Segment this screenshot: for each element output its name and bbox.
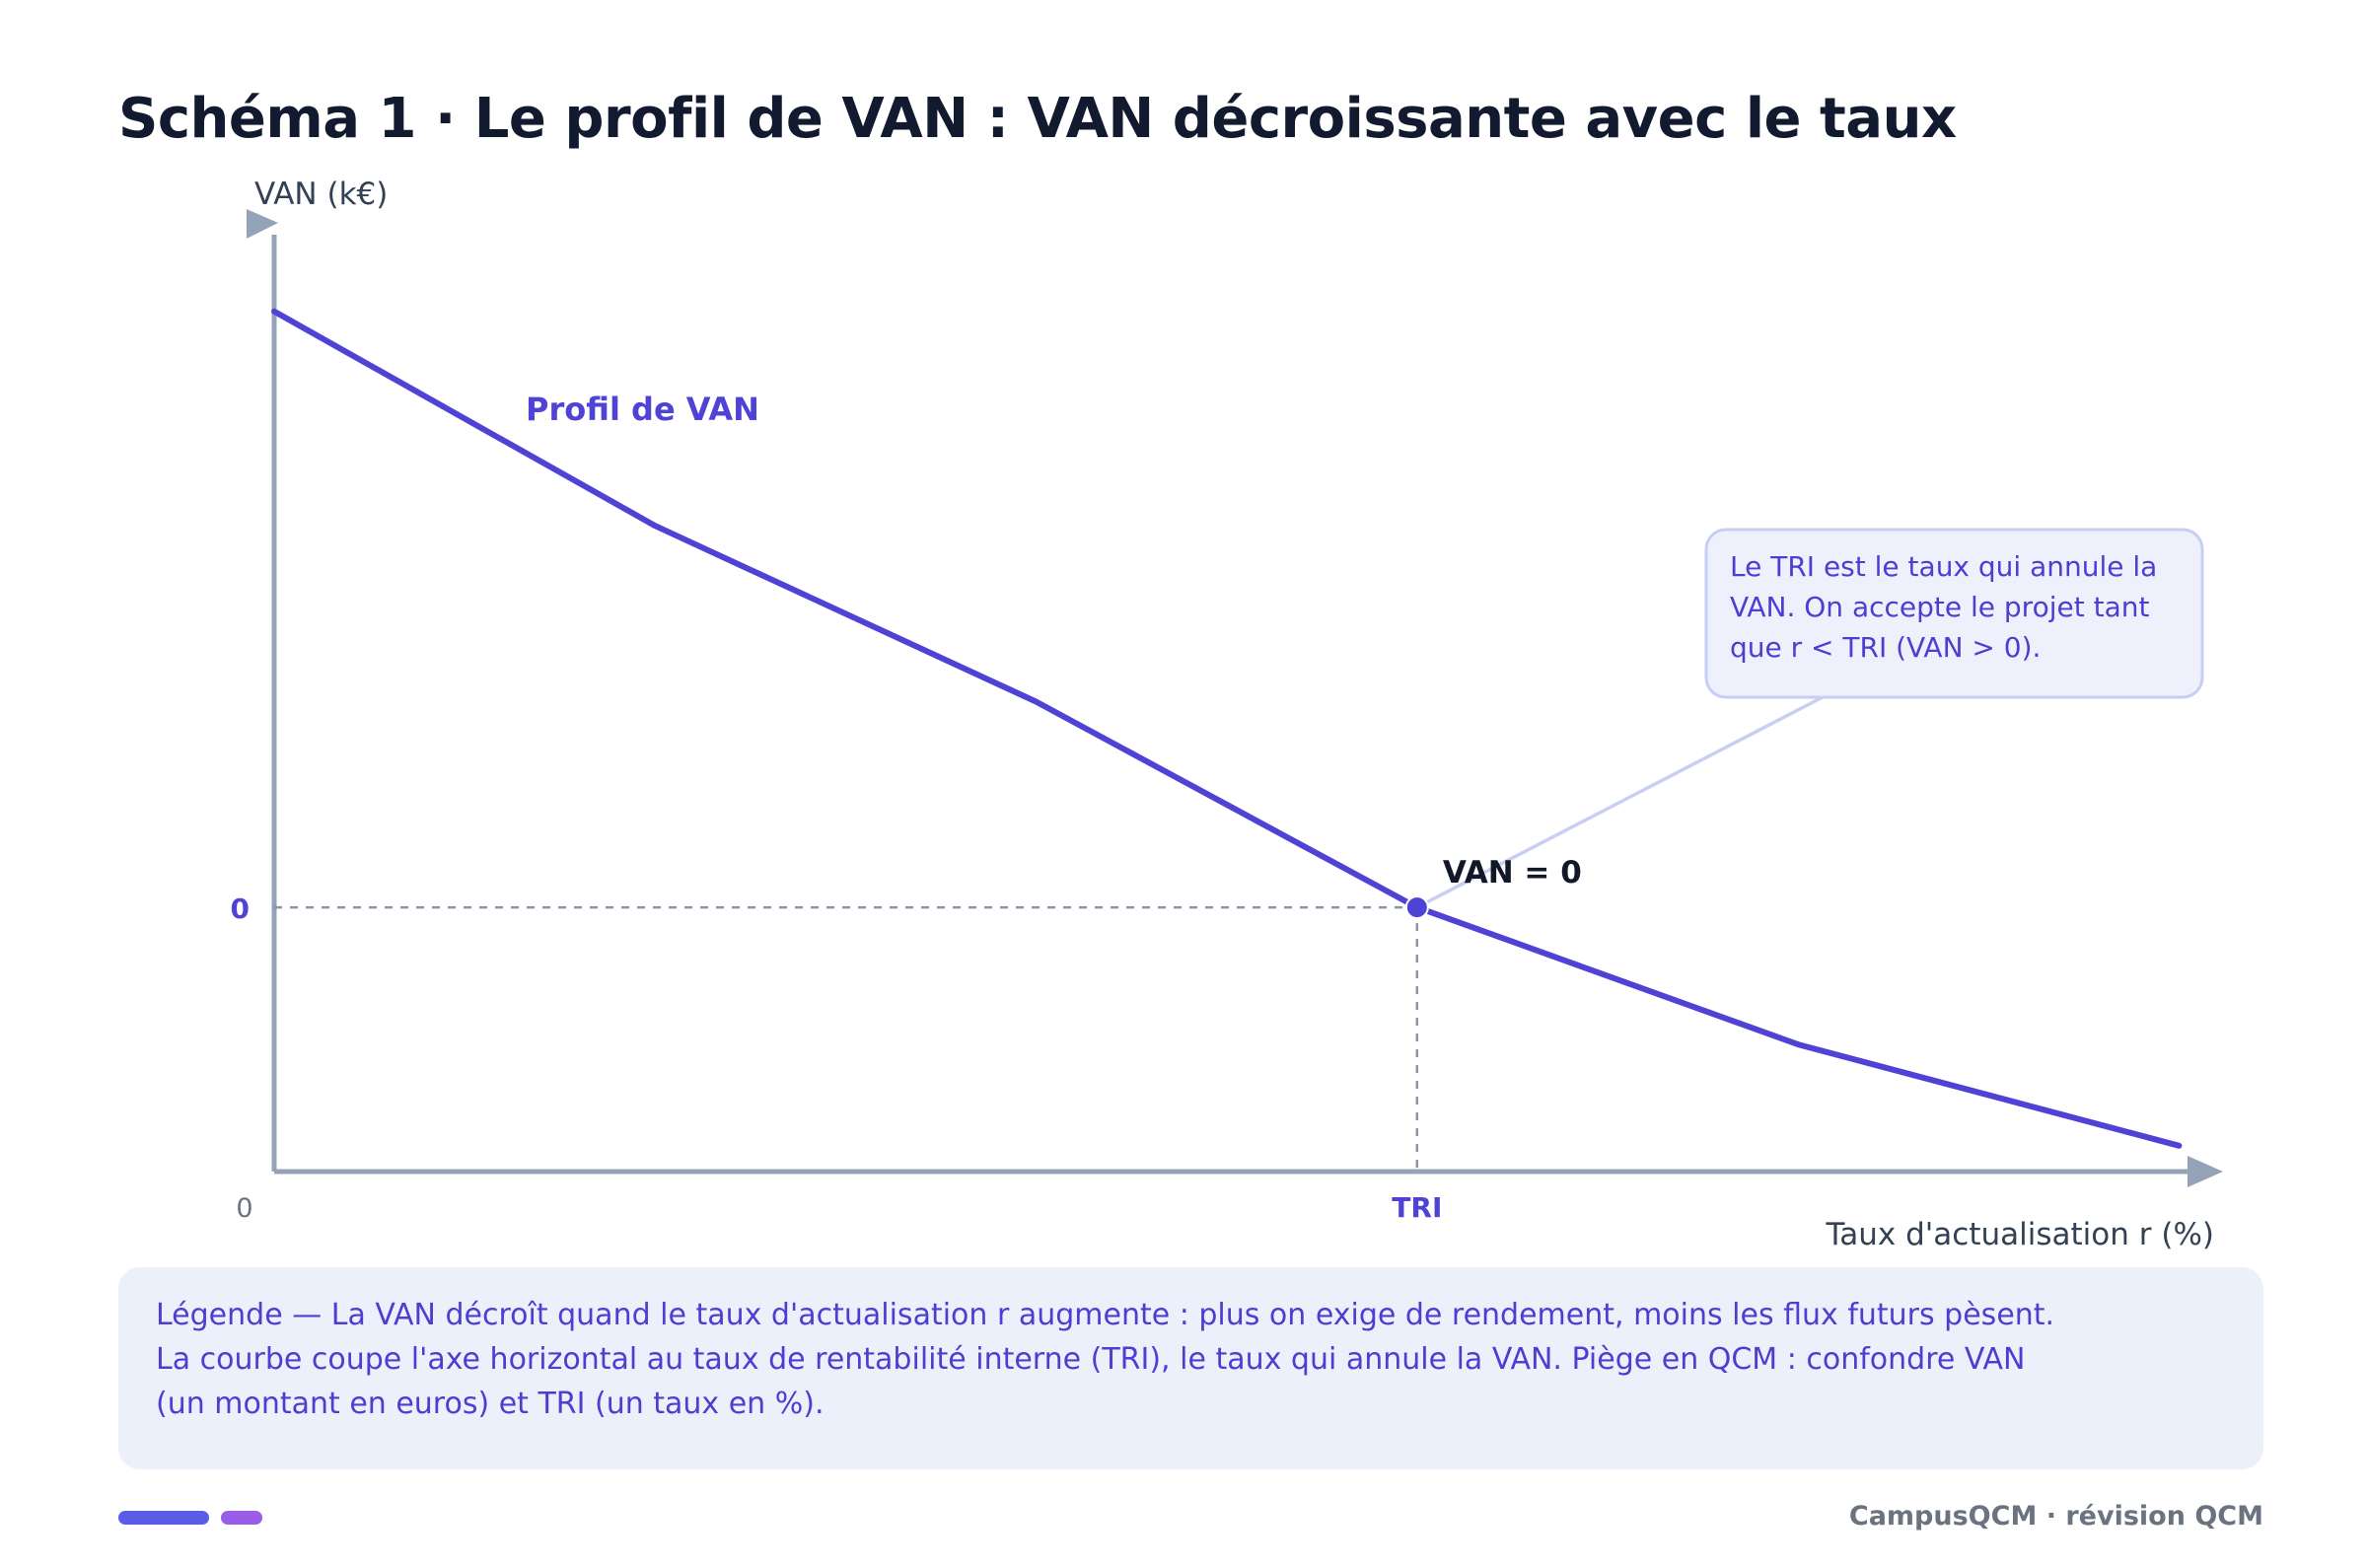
- x-axis-arrow: [2188, 1156, 2223, 1187]
- callout-line-3: que r < TRI (VAN > 0).: [1730, 631, 2041, 664]
- chart-labels: VAN (k€) Taux d'actualisation r (%) Prof…: [254, 177, 2214, 1252]
- callout-connector-layer: [1416, 695, 1824, 909]
- y-tick-label: 0: [231, 892, 250, 925]
- tri-callout: Le TRI est le taux qui annule la VAN. On…: [1704, 528, 2204, 699]
- series-label: Profil de VAN: [526, 391, 759, 428]
- chart-axes: 0 0 TRI: [231, 209, 2223, 1224]
- callout-line-2: VAN. On accepte le projet tant: [1730, 591, 2149, 623]
- footer-accent-bar: [118, 1511, 209, 1525]
- legend-line-1: Légende — La VAN décroît quand le taux d…: [156, 1298, 2055, 1332]
- callout-connector: [1416, 695, 1824, 909]
- footer-brand: CampusQCM · révision QCM: [1848, 1501, 2263, 1532]
- series-layer: [271, 308, 2183, 1149]
- callout-line-1: Le TRI est le taux qui annule la: [1730, 550, 2157, 583]
- footer-accent-bar-small: [221, 1511, 262, 1525]
- callout-box: [1704, 528, 2204, 699]
- x-tick-label-tri: TRI: [1392, 1191, 1442, 1224]
- legend-line-3: (un montant en euros) et TRI (un taux en…: [156, 1387, 825, 1421]
- x-axis-label: Taux d'actualisation r (%): [1825, 1217, 2214, 1252]
- van-zero-label: VAN = 0: [1443, 855, 1582, 891]
- zero-guides: [274, 905, 1419, 1172]
- chart-title: Schéma 1 · Le profil de VAN : VAN décroi…: [118, 87, 1957, 151]
- legend-box: Légende — La VAN décroît quand le taux d…: [118, 1267, 2263, 1469]
- legend-line-2: La courbe coupe l'axe horizontal au taux…: [156, 1342, 2026, 1377]
- y-axis-arrow: [247, 209, 278, 239]
- y-axis-label: VAN (k€): [254, 177, 388, 212]
- tri-point: [1404, 895, 1429, 920]
- series-line-0: [271, 308, 2183, 1149]
- x-tick-label-origin: 0: [236, 1193, 252, 1224]
